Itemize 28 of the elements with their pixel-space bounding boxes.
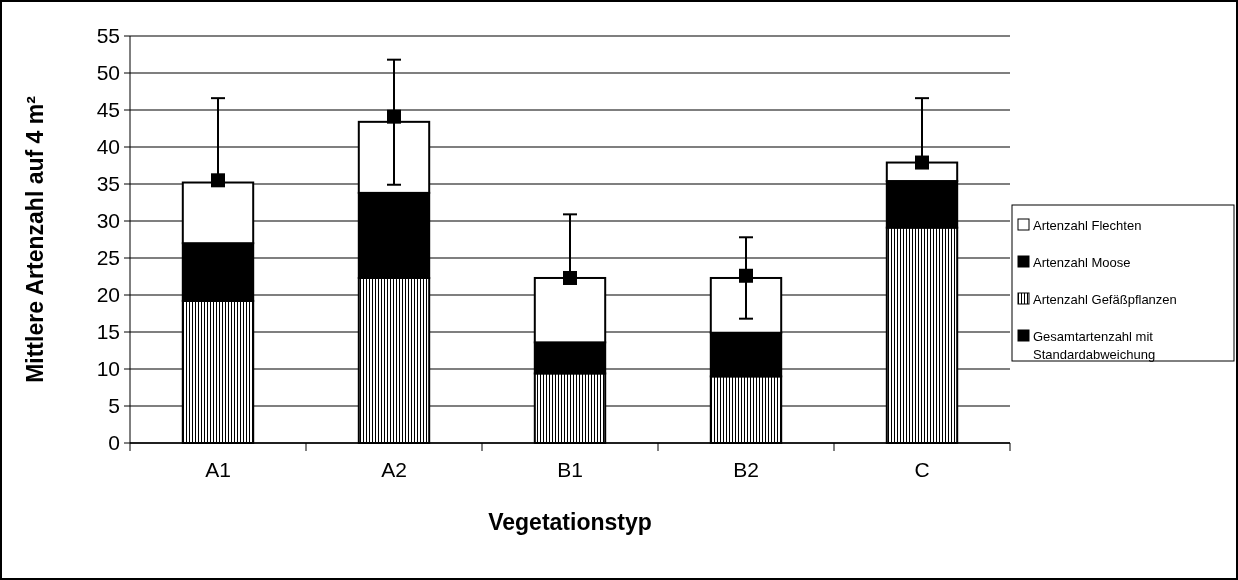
y-tick-label: 25	[96, 246, 120, 270]
y-tick-label: 50	[96, 61, 120, 85]
y-tick-label: 40	[96, 135, 120, 159]
legend-label: Artenzahl Gefäßpflanzen	[1033, 291, 1177, 307]
y-tick-label: 15	[96, 320, 120, 344]
x-tick-label: A1	[205, 458, 231, 481]
y-axis-title: Mittlere Artenzahl auf 4 m²	[22, 95, 48, 383]
x-axis-title: Vegetationstyp	[488, 509, 652, 535]
x-tick-label: C	[914, 458, 930, 481]
x-tick-label: B2	[733, 458, 759, 481]
y-tick-label: 55	[96, 24, 120, 48]
y-tick-label: 0	[108, 431, 120, 455]
x-tick-label: A2	[381, 458, 407, 481]
x-tick-label: B1	[557, 458, 583, 481]
point	[211, 173, 225, 188]
y-tick-label: 30	[96, 209, 120, 233]
legend-label: Artenzahl Moose	[1033, 254, 1131, 270]
y-tick-label: 35	[96, 172, 120, 196]
point	[915, 155, 929, 170]
y-tick-label: 20	[96, 283, 120, 307]
y-tick-label: 5	[108, 394, 120, 418]
legend-label: Gesamtartenzahl mit Standardabweichung	[1033, 328, 1156, 362]
point	[387, 109, 401, 124]
y-tick-label: 10	[96, 357, 120, 381]
y-tick-label: 45	[96, 98, 120, 122]
point	[739, 268, 753, 283]
legend-label: Artenzahl Flechten	[1033, 217, 1142, 233]
point	[563, 270, 577, 285]
